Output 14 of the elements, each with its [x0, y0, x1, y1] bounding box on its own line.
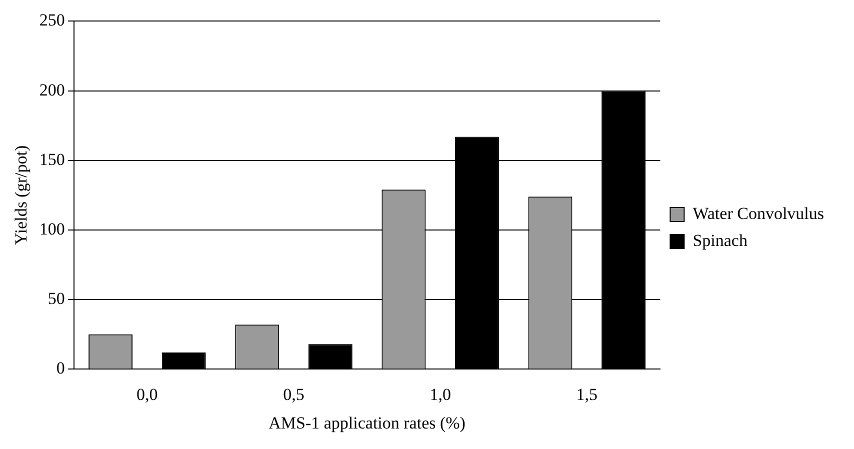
y-tick-label: 200: [39, 80, 65, 100]
x-tick-label: 1,5: [576, 384, 598, 404]
x-tick-label: 0,0: [136, 384, 158, 404]
legend-label: Water Convolvulus: [692, 204, 824, 223]
y-axis-title: Yields (gr/pot): [12, 145, 31, 246]
x-axis-title: AMS-1 application rates (%): [268, 413, 466, 432]
legend-label: Spinach: [692, 230, 748, 250]
y-tick-label: 250: [39, 10, 65, 30]
y-tick-label: 50: [48, 289, 65, 308]
y-tick-label: 100: [39, 219, 65, 238]
y-tick-label: 150: [39, 150, 65, 169]
x-tick-label: 1,0: [430, 384, 451, 404]
x-tick-label: 0,5: [283, 384, 304, 404]
y-tick-label: 0: [56, 358, 65, 378]
